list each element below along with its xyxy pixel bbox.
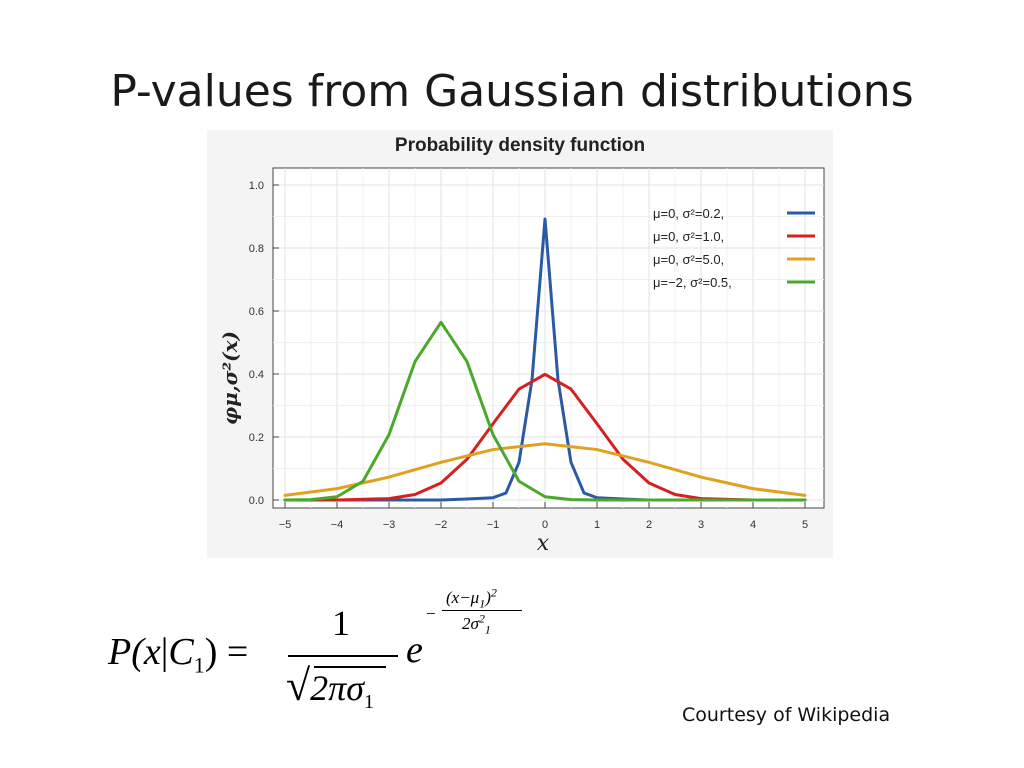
exp-num-sup: 2	[490, 585, 497, 600]
chart-title: Probability density function	[395, 135, 645, 156]
y-tick-label: 0.2	[249, 432, 264, 444]
formula-denominator: √ 2πσ1	[286, 660, 386, 714]
x-tick-label: 5	[802, 519, 808, 531]
sqrt-overline	[314, 666, 386, 668]
y-tick-label: 1.0	[249, 180, 264, 192]
legend-label: μ=0, σ²=0.2,	[653, 206, 724, 221]
series-line-1	[283, 372, 807, 502]
x-tick-label: −2	[435, 519, 448, 531]
x-tick-label: −4	[331, 519, 344, 531]
formula-numerator: 1	[332, 603, 350, 643]
x-tick-label: 1	[594, 519, 600, 531]
exp-minus: −	[426, 604, 436, 623]
exp-den-sub: 1	[484, 622, 491, 637]
formula-fraction-bar	[288, 655, 398, 657]
pdf-chart: Probability density function −5 −4 −3 −2 −1 0…	[207, 130, 833, 558]
exp-num-close: )	[485, 588, 491, 607]
y-tick-label: 0.8	[249, 243, 264, 255]
exp-denominator: 2σ21	[462, 611, 491, 637]
x-tick-label: −1	[487, 519, 500, 531]
formula-c-sub: 1	[193, 652, 205, 678]
sqrt-icon: √	[286, 661, 311, 710]
formula-eq: =	[226, 631, 249, 673]
exp-den-body: 2σ	[462, 614, 479, 633]
exp-num-sub: 1	[479, 596, 486, 611]
y-tick-label: 0.4	[249, 369, 264, 381]
exp-num-body: (x−μ	[446, 588, 480, 607]
x-tick-label: 4	[750, 519, 756, 531]
formula-c: C	[168, 631, 194, 673]
formula-den-sub: 1	[363, 691, 374, 714]
gaussian-formula: P(x|C1) = 1 √ 2πσ1 e − (x−μ1)2 2σ21	[100, 580, 540, 720]
x-tick-label: 0	[542, 519, 548, 531]
chart-axes: −5 −4 −3 −2 −1 0 1 2 3 4 5 0.0 0.2 0.4 0.6 0.8 1.0	[249, 180, 808, 531]
exp-den-sup: 2	[478, 611, 485, 626]
x-tick-label: −5	[279, 519, 292, 531]
y-tick-label: 0.6	[249, 306, 264, 318]
x-axis-label: x	[537, 531, 550, 556]
chart-curves	[283, 217, 807, 502]
exp-fraction-bar	[442, 610, 522, 611]
legend-label: μ=0, σ²=1.0,	[653, 229, 724, 244]
legend-label: μ=0, σ²=5.0,	[653, 252, 724, 267]
x-tick-label: 3	[698, 519, 704, 531]
y-tick-label: 0.0	[249, 495, 264, 507]
formula-close: )	[204, 631, 218, 673]
legend-label: μ=−2, σ²=0.5,	[653, 275, 732, 290]
slide-title: P-values from Gaussian distributions	[110, 66, 914, 117]
formula-p: P(	[108, 631, 144, 673]
chart-legend: μ=0, σ²=0.2, μ=0, σ²=1.0, μ=0, σ²=5.0, μ=−2…	[653, 206, 815, 290]
plot-area	[272, 167, 825, 509]
series-line-3	[283, 320, 807, 502]
chart-grid	[273, 168, 824, 508]
x-tick-label: −3	[383, 519, 396, 531]
y-axis-label: φμ,σ²(x)	[218, 331, 242, 425]
formula-base: e	[406, 629, 423, 671]
series-line-2	[283, 442, 807, 497]
formula-sep: |	[160, 631, 169, 673]
credit-text: Courtesy of Wikipedia	[682, 704, 891, 726]
formula-lhs: P(x|C1) =	[108, 630, 249, 676]
x-tick-label: 2	[646, 519, 652, 531]
exp-numerator: (x−μ1)2	[446, 585, 497, 611]
formula-x: x	[143, 631, 161, 673]
formula-den-body: 2πσ	[310, 668, 364, 708]
